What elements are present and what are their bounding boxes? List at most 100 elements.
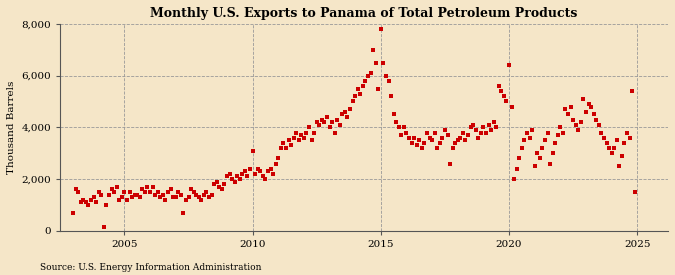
Point [306, 138, 317, 142]
Point [142, 185, 153, 189]
Point [227, 177, 238, 181]
Point [340, 110, 350, 114]
Point [462, 133, 473, 137]
Point [350, 94, 360, 98]
Point [488, 120, 499, 124]
Point [468, 123, 479, 127]
Point [150, 192, 161, 197]
Point [535, 156, 545, 161]
Point [80, 200, 91, 205]
Point [170, 195, 181, 199]
Point [219, 182, 230, 186]
Point [478, 125, 489, 130]
Point [627, 89, 638, 93]
Point [565, 104, 576, 109]
Point [481, 130, 491, 135]
Point [427, 138, 437, 142]
Point [519, 138, 530, 142]
Point [206, 192, 217, 197]
Point [539, 138, 550, 142]
Point [324, 125, 335, 130]
Point [614, 164, 625, 168]
Point [455, 136, 466, 140]
Point [358, 84, 369, 88]
Point [260, 177, 271, 181]
Point [619, 141, 630, 145]
Point [419, 141, 430, 145]
Point [448, 146, 458, 150]
Point [119, 190, 130, 194]
Point [442, 133, 453, 137]
Point [314, 123, 325, 127]
Point [157, 192, 168, 197]
Point [599, 136, 610, 140]
Point [96, 192, 107, 197]
Point [445, 161, 456, 166]
Point [593, 123, 604, 127]
Point [555, 125, 566, 130]
Point [176, 192, 186, 197]
Point [603, 146, 614, 150]
Point [516, 146, 527, 150]
Point [163, 190, 173, 194]
Point [234, 177, 245, 181]
Point [278, 141, 289, 145]
Point [385, 94, 396, 98]
Point [373, 86, 383, 91]
Point [257, 174, 268, 179]
Point [308, 130, 319, 135]
Point [317, 117, 327, 122]
Point [499, 94, 510, 98]
Point [101, 203, 112, 207]
Point [580, 110, 591, 114]
Point [114, 197, 125, 202]
Point [391, 120, 402, 124]
Point [512, 166, 522, 171]
Point [180, 197, 191, 202]
Point [524, 136, 535, 140]
Point [411, 143, 422, 148]
Point [144, 190, 155, 194]
Point [394, 125, 404, 130]
Point [345, 107, 356, 111]
Point [491, 125, 502, 130]
Point [250, 172, 261, 176]
Point [116, 195, 127, 199]
Point [298, 136, 309, 140]
Point [230, 180, 240, 184]
Point [362, 73, 373, 78]
Point [209, 182, 219, 186]
Point [319, 120, 330, 124]
Point [622, 130, 632, 135]
Point [68, 210, 78, 215]
Point [224, 172, 235, 176]
Point [90, 200, 101, 205]
Point [268, 172, 279, 176]
Point [547, 151, 558, 155]
Point [160, 197, 171, 202]
Point [342, 115, 353, 119]
Point [281, 146, 292, 150]
Point [237, 172, 248, 176]
Point [124, 190, 135, 194]
Point [242, 174, 253, 179]
Point [183, 195, 194, 199]
Point [70, 187, 81, 192]
Point [327, 120, 338, 124]
Point [165, 187, 176, 192]
Point [191, 192, 202, 197]
Point [88, 195, 99, 199]
Title: Monthly U.S. Exports to Panama of Total Petroleum Products: Monthly U.S. Exports to Panama of Total … [151, 7, 578, 20]
Point [204, 195, 215, 199]
Point [601, 141, 612, 145]
Point [352, 86, 363, 91]
Point [396, 133, 407, 137]
Point [129, 192, 140, 197]
Point [252, 166, 263, 171]
Point [132, 192, 142, 197]
Point [424, 136, 435, 140]
Point [196, 197, 207, 202]
Point [122, 197, 132, 202]
Point [83, 203, 94, 207]
Point [542, 130, 553, 135]
